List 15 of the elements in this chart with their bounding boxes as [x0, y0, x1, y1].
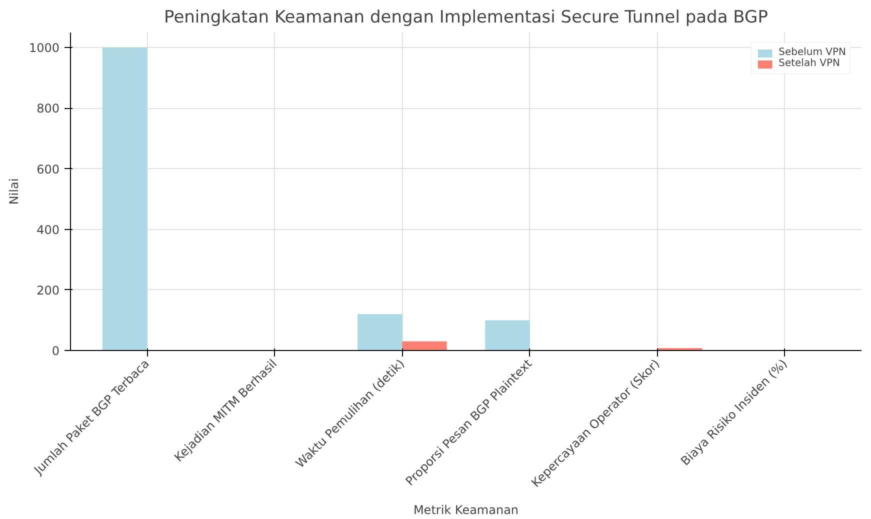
y-tick-label: 0 [52, 344, 60, 358]
bar [485, 320, 530, 350]
x-axis-title: Metrik Keamanan [413, 502, 519, 517]
bar [358, 314, 402, 350]
y-tick-label: 800 [36, 102, 60, 116]
legend-label: Sebelum VPN [778, 47, 846, 58]
chart-title: Peningkatan Keamanan dengan Implementasi Secure Tunnel pada BGP [164, 8, 768, 28]
y-tick-label: 200 [36, 283, 60, 298]
legend-label: Setelah VPN [778, 58, 840, 69]
y-tick-label: 1000 [28, 41, 60, 56]
bar [402, 341, 447, 350]
y-tick-label: 600 [36, 162, 60, 176]
y-axis-title: Nilai [6, 178, 21, 205]
bar [102, 48, 148, 350]
y-tick-label: 400 [36, 222, 60, 237]
